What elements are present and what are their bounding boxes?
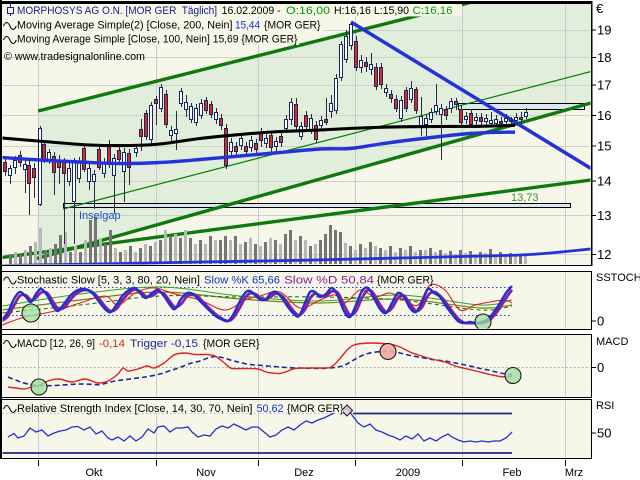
svg-text:Stochastic Slow [5, 3, 3, 80,: Stochastic Slow [5, 3, 3, 80, 20, Nein] S… — [17, 275, 434, 287]
svg-text:18: 18 — [597, 50, 611, 65]
svg-text:19: 19 — [597, 23, 611, 38]
svg-text:MACD: MACD — [596, 336, 628, 348]
svg-text:13: 13 — [597, 208, 611, 223]
svg-text:Moving Average Simple [Close,: Moving Average Simple [Close, 100, Nein]… — [17, 34, 298, 46]
svg-text:Inselgap: Inselgap — [79, 210, 121, 222]
svg-text:17: 17 — [597, 78, 611, 93]
svg-text:Relative Strength Index [Close: Relative Strength Index [Close, 14, 30, … — [17, 403, 344, 415]
svg-text:Moving Average Simple(2) [Clos: Moving Average Simple(2) [Close, 200, Ne… — [17, 20, 321, 32]
svg-text:© www.tradesignalonline.com: © www.tradesignalonline.com — [4, 51, 145, 63]
svg-text:Nov: Nov — [196, 467, 216, 479]
svg-text:Dez: Dez — [294, 467, 314, 479]
svg-text:14: 14 — [597, 174, 611, 189]
svg-text:MORPHOSYS AG O.N. [MOR GER Tä: MORPHOSYS AG O.N. [MOR GER Täglich] 16.02… — [17, 5, 453, 17]
svg-text:12: 12 — [597, 247, 611, 262]
svg-text:Okt: Okt — [85, 467, 102, 479]
svg-text:0: 0 — [597, 314, 604, 329]
svg-text:SSTOCH: SSTOCH — [596, 272, 640, 284]
svg-text:2009: 2009 — [396, 467, 420, 479]
svg-text:16: 16 — [597, 108, 611, 123]
svg-text:Feb: Feb — [503, 467, 522, 479]
svg-text:Mrz: Mrz — [565, 467, 583, 479]
svg-text:13,73: 13,73 — [511, 192, 539, 204]
svg-text:RSI: RSI — [596, 400, 614, 412]
svg-text:15: 15 — [597, 139, 611, 154]
svg-text:0: 0 — [597, 360, 604, 375]
svg-text:50: 50 — [597, 426, 611, 441]
svg-text:€: € — [596, 1, 604, 16]
